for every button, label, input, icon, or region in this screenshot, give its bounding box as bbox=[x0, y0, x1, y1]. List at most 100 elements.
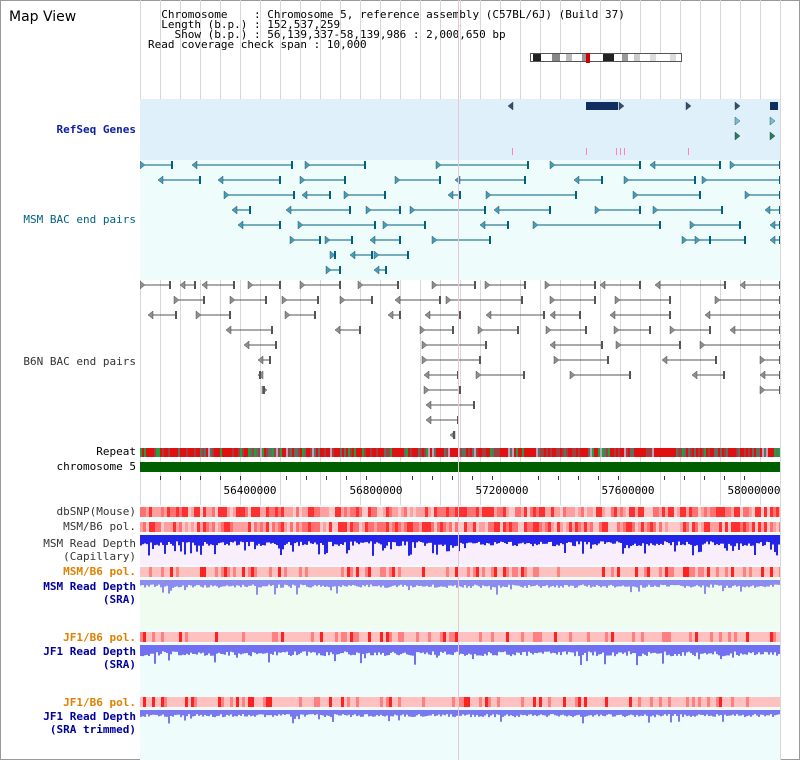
track-label-b6n-bac[interactable]: B6N BAC end pairs bbox=[23, 355, 136, 368]
repeat-element bbox=[548, 448, 550, 457]
read-depth-bar bbox=[352, 710, 354, 716]
read-depth-bar bbox=[772, 535, 774, 545]
b6n-bac-pair-end bbox=[265, 296, 267, 304]
read-depth-bar bbox=[744, 580, 746, 588]
read-depth-bar bbox=[708, 535, 710, 545]
b6n-bac-pair-end bbox=[704, 310, 711, 320]
polymorphism-cell bbox=[758, 567, 761, 577]
repeat-element bbox=[672, 448, 674, 457]
read-depth-bar bbox=[204, 645, 206, 656]
read-depth-bar bbox=[202, 580, 204, 588]
polymorphism-cell bbox=[482, 697, 485, 707]
repeat-track[interactable] bbox=[140, 448, 780, 457]
read-depth-bar bbox=[624, 535, 626, 549]
read-depth-bar bbox=[616, 645, 618, 655]
polymorphism-cell bbox=[533, 522, 536, 532]
refseq-features[interactable] bbox=[140, 99, 780, 160]
read-depth-bar bbox=[456, 580, 458, 588]
axis-label: 56800000 bbox=[349, 484, 403, 497]
polymorphism-cell bbox=[179, 697, 182, 707]
read-depth-bar bbox=[308, 580, 310, 588]
polymorphism-cell bbox=[656, 632, 659, 642]
read-depth-bar bbox=[256, 535, 258, 546]
read-depth-bar bbox=[612, 535, 614, 544]
read-depth-bar bbox=[774, 645, 776, 653]
read-depth-bar bbox=[428, 535, 430, 543]
b6n-bac-pair-end bbox=[579, 311, 581, 319]
polymorphism-cell bbox=[200, 567, 203, 577]
read-depth-bar bbox=[696, 535, 698, 546]
read-depth-bar bbox=[362, 535, 364, 543]
chromosome-info: Chromosome : Chromosome 5, reference ass… bbox=[148, 9, 625, 50]
chromosome-ideogram[interactable] bbox=[530, 53, 682, 63]
msm-bac-pair-end bbox=[339, 266, 341, 274]
read-depth-bar bbox=[190, 535, 192, 554]
polymorphism-cell bbox=[749, 507, 752, 517]
repeat-element bbox=[284, 448, 286, 457]
read-depth-bar bbox=[596, 710, 598, 715]
read-depth-bar bbox=[226, 535, 228, 544]
msm-bac-features[interactable] bbox=[140, 160, 780, 280]
repeat-element bbox=[398, 448, 400, 457]
polymorphism-cell bbox=[560, 567, 563, 577]
read-depth-bar bbox=[362, 710, 364, 717]
read-depth-bar bbox=[310, 645, 312, 653]
read-depth-bar bbox=[318, 645, 320, 654]
coverage-tracks[interactable] bbox=[140, 505, 780, 760]
b6n-bac-features[interactable] bbox=[140, 280, 780, 445]
polymorphism-cell bbox=[191, 632, 194, 642]
polymorphism-cell bbox=[701, 567, 704, 577]
read-depth-bar bbox=[404, 580, 406, 586]
polymorphism-cell bbox=[614, 522, 617, 532]
read-depth-bar bbox=[384, 710, 386, 717]
msm-bac-pair-end bbox=[344, 176, 346, 184]
read-depth-bar bbox=[746, 710, 748, 717]
repeat-element bbox=[282, 448, 284, 457]
track-label-refseq[interactable]: RefSeq Genes bbox=[56, 123, 136, 136]
repeat-element bbox=[272, 448, 274, 457]
ideogram-svg[interactable] bbox=[530, 53, 682, 63]
polymorphism-cell bbox=[392, 522, 395, 532]
repeat-element bbox=[580, 448, 582, 457]
read-depth-bar bbox=[180, 580, 182, 588]
polymorphism-cell bbox=[776, 697, 779, 707]
read-depth-bar bbox=[568, 710, 570, 716]
repeat-element bbox=[710, 448, 712, 457]
read-depth-bar bbox=[702, 580, 704, 586]
read-depth-bar bbox=[452, 580, 454, 587]
read-depth-bar bbox=[332, 645, 334, 655]
read-depth-bar bbox=[426, 535, 428, 544]
repeat-element bbox=[718, 448, 720, 457]
read-depth-bar bbox=[436, 535, 438, 555]
read-depth-bar bbox=[672, 580, 674, 585]
repeat-element bbox=[774, 448, 776, 457]
read-depth-bar bbox=[576, 580, 578, 588]
polymorphism-cell bbox=[191, 522, 194, 532]
read-depth-bar bbox=[722, 580, 724, 592]
repeat-element bbox=[504, 448, 506, 457]
read-depth-bar bbox=[488, 535, 490, 544]
read-depth-bar bbox=[314, 710, 316, 716]
read-depth-bar bbox=[662, 580, 664, 586]
polymorphism-cell bbox=[659, 507, 662, 517]
msm-bac-pair-end bbox=[369, 235, 376, 245]
b6n-bac-pair-end bbox=[779, 341, 780, 349]
polymorphism-cell bbox=[485, 567, 488, 577]
polymorphism-cell bbox=[446, 567, 449, 577]
polymorphism-cell bbox=[353, 697, 356, 707]
axis-tick bbox=[326, 476, 327, 480]
read-depth-bar bbox=[606, 580, 608, 588]
track-label-msm-bac[interactable]: MSM BAC end pairs bbox=[23, 213, 136, 226]
read-depth-bar bbox=[182, 535, 184, 543]
read-depth-bar bbox=[358, 580, 360, 587]
polymorphism-cell bbox=[548, 507, 551, 517]
polymorphism-cell bbox=[500, 567, 503, 577]
read-depth-bar bbox=[710, 535, 712, 542]
read-depth-bar bbox=[356, 645, 358, 653]
read-depth-bar bbox=[266, 710, 268, 716]
repeat-element bbox=[454, 448, 456, 457]
read-depth-bar bbox=[198, 645, 200, 653]
repeat-element bbox=[442, 448, 444, 457]
polymorphism-cell bbox=[422, 522, 425, 532]
repeat-element bbox=[164, 448, 166, 457]
